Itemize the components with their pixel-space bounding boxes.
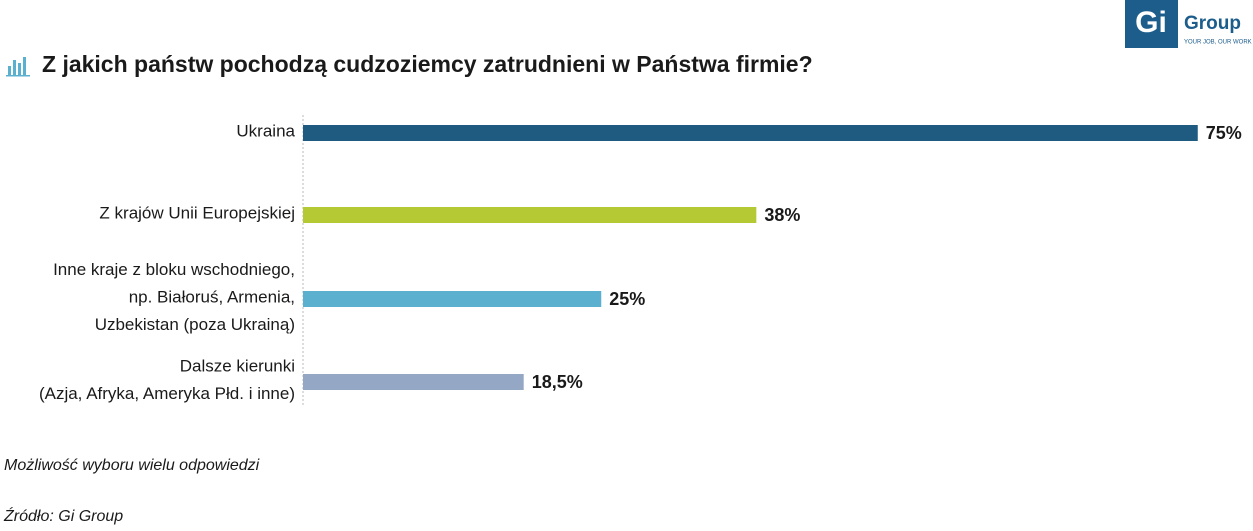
category-label: np. Białoruś, Armenia, xyxy=(129,287,295,306)
category-label: Inne kraje z bloku wschodniego, xyxy=(53,260,295,279)
note: Możliwość wyboru wielu odpowiedzi xyxy=(4,457,260,474)
category-label: Z krajów Unii Europejskiej xyxy=(99,203,295,222)
source: Źródło: Gi Group xyxy=(3,506,123,525)
logo: Gi Group YOUR JOB, OUR WORK xyxy=(1125,0,1252,48)
logo-box xyxy=(1125,0,1178,48)
category-label: (Azja, Afryka, Ameryka Płd. i inne) xyxy=(39,384,295,403)
bar xyxy=(303,374,524,390)
category-label: Dalsze kierunki xyxy=(180,357,295,376)
value-label: 38% xyxy=(764,205,800,225)
category-label: Uzbekistan (poza Ukrainą) xyxy=(95,315,295,334)
value-label: 75% xyxy=(1206,123,1242,143)
bar xyxy=(303,207,757,223)
chart-title: Z jakich państw pochodzą cudzoziemcy zat… xyxy=(42,51,813,77)
logo-name: Group xyxy=(1184,13,1241,34)
logo-mark: Gi xyxy=(1135,6,1167,39)
logo-tagline: YOUR JOB, OUR WORK xyxy=(1184,40,1252,46)
bar xyxy=(303,125,1198,141)
bar xyxy=(303,291,602,307)
value-label: 25% xyxy=(609,289,645,309)
category-label: Ukraina xyxy=(236,121,295,140)
title-icon xyxy=(6,57,30,77)
value-label: 18,5% xyxy=(532,372,583,392)
